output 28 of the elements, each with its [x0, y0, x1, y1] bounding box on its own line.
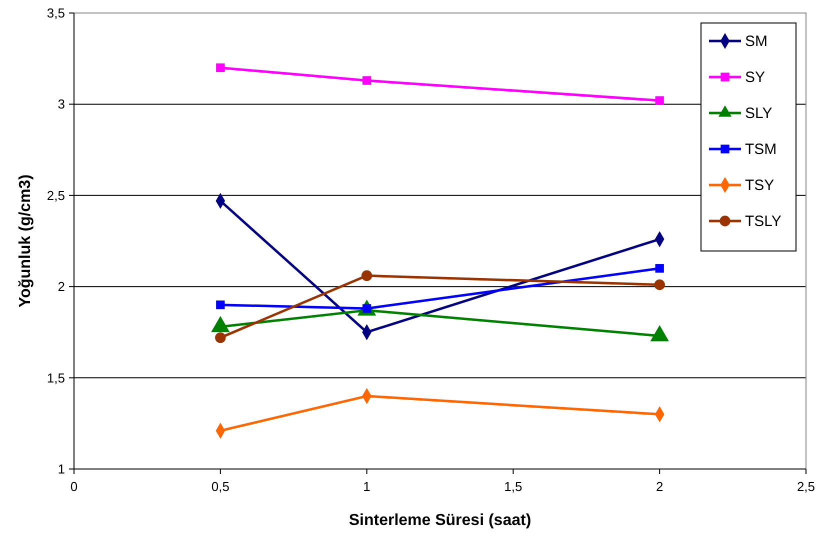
point — [655, 96, 664, 105]
x-tick-label: 2,5 — [796, 479, 816, 494]
x-axis-title: Sinterleme Süresi (saat) — [348, 512, 532, 529]
y-tick-label: 2 — [58, 279, 65, 294]
point — [361, 270, 372, 281]
x-tick-label: 0 — [70, 479, 78, 494]
point — [654, 279, 665, 290]
point — [215, 332, 226, 344]
y-axis-title: Yoğunluk (g/cm3) — [17, 174, 34, 308]
y-tick-label: 3,5 — [46, 6, 65, 20]
x-tick-label: 2 — [656, 479, 664, 494]
point — [362, 76, 372, 85]
y-tick-label: 1,5 — [46, 370, 65, 386]
x-tick-label: 1,5 — [504, 479, 522, 494]
x-tick-label: 0,5 — [211, 479, 230, 494]
y-tick-label: 3 — [58, 96, 65, 112]
point — [216, 300, 225, 310]
legend-label: TSLY — [745, 213, 782, 230]
legend-label: TSM — [745, 141, 777, 158]
legend-label: SY — [745, 69, 766, 86]
y-tick-label: 2,5 — [46, 188, 65, 203]
x-tick-label: 1 — [363, 479, 370, 494]
point — [216, 63, 225, 72]
legend-label: TSY — [745, 177, 774, 194]
legend-label: SM — [745, 33, 768, 50]
point — [655, 264, 664, 273]
legend-label: SLY — [745, 105, 772, 122]
y-tick-label: 1 — [58, 462, 65, 476]
